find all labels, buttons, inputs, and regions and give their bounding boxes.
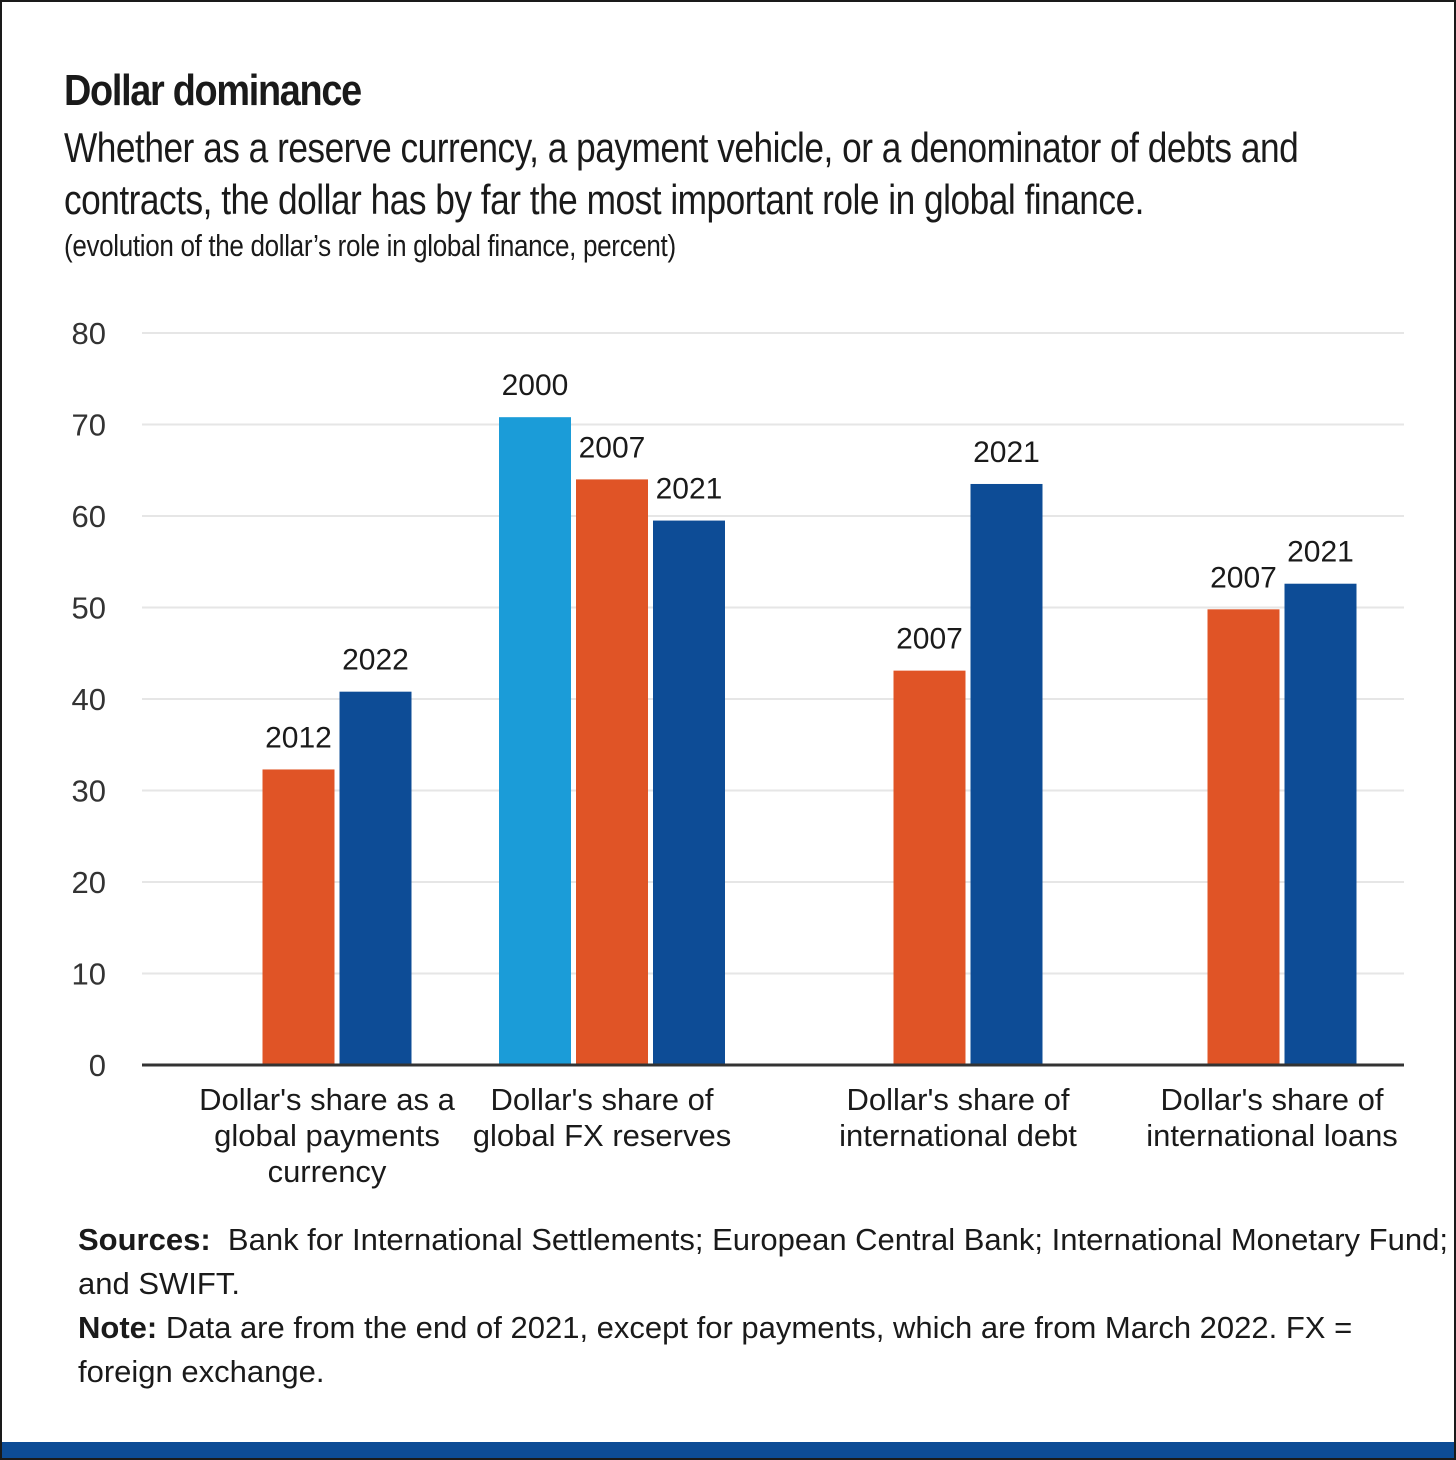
bar-2007: [576, 479, 648, 1065]
bottom-accent-bar: [2, 1442, 1454, 1458]
y-tick-label: 30: [72, 774, 106, 809]
bar-2012: [262, 769, 335, 1065]
bar-year-label: 2021: [656, 473, 723, 506]
sources-label: Sources:: [78, 1222, 211, 1257]
bar-year-label: 2000: [502, 369, 569, 402]
bar-chart: 0 10 20 30 40 50 60 70 80 2012 2022 Dollar's share …: [72, 316, 1404, 1189]
y-tick-label: 0: [89, 1048, 106, 1083]
note-label: Note:: [78, 1310, 158, 1345]
category-label: Dollar's share as a: [199, 1082, 456, 1117]
category-label: currency: [268, 1154, 387, 1189]
bar-2007: [893, 670, 966, 1065]
y-tick-label: 10: [72, 957, 106, 992]
bar-year-label: 2021: [973, 436, 1040, 469]
subtitle-line-2: contracts, the dollar has by far the mos…: [64, 176, 1144, 223]
category-label: global payments: [214, 1118, 440, 1153]
note-paragraph: Note: Data are from the end of 2021, exc…: [78, 1306, 1454, 1394]
category-label: Dollar's share of: [1160, 1082, 1383, 1117]
bar-2021: [653, 520, 725, 1065]
unit-note: (evolution of the dollar’s role in globa…: [64, 228, 676, 263]
category-label: Dollar's share of: [846, 1082, 1069, 1117]
chart-title: Dollar dominance: [64, 66, 362, 115]
y-tick-label: 40: [72, 682, 106, 717]
bar-year-label: 2022: [342, 644, 409, 677]
y-tick-label: 20: [72, 865, 106, 900]
bar-year-label: 2007: [1210, 561, 1277, 594]
sources-paragraph: Sources: Bank for International Settleme…: [78, 1218, 1454, 1306]
y-tick-label: 80: [72, 316, 106, 351]
chart-notes: Sources: Bank for International Settleme…: [78, 1218, 1454, 1394]
subtitle-line-1: Whether as a reserve currency, a payment…: [64, 124, 1299, 171]
category-label: global FX reserves: [473, 1118, 731, 1153]
category-label: international loans: [1146, 1118, 1398, 1153]
y-tick-label: 50: [72, 591, 106, 626]
chart-subtitle: Whether as a reserve currency, a payment…: [64, 122, 1307, 226]
bar-2022: [339, 691, 412, 1065]
category-label: Dollar's share of: [490, 1082, 713, 1117]
bar-2000: [499, 417, 571, 1065]
bar-2021: [1284, 583, 1357, 1065]
bar-2007: [1207, 609, 1280, 1065]
y-tick-label: 60: [72, 499, 106, 534]
bar-year-label: 2021: [1287, 536, 1354, 569]
bar-year-label: 2012: [265, 721, 332, 754]
bar-year-label: 2007: [896, 623, 963, 656]
category-label: international debt: [839, 1118, 1077, 1153]
note-text: Data are from the end of 2021, except fo…: [78, 1310, 1353, 1389]
y-tick-label: 70: [72, 408, 106, 443]
bar-year-label: 2007: [579, 431, 646, 464]
sources-text: Bank for International Settlements; Euro…: [78, 1222, 1448, 1301]
bar-2021: [970, 483, 1043, 1066]
